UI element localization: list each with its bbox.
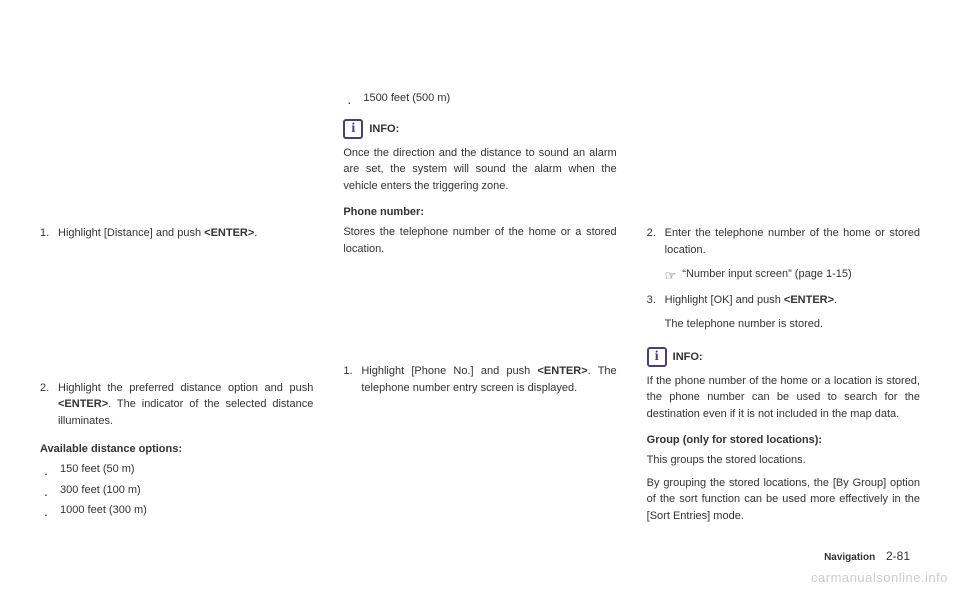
step-number: 3. (647, 292, 665, 309)
footer-section: Navigation (824, 552, 875, 563)
image-placeholder (40, 250, 313, 380)
step-text: Enter the telephone number of the home o… (665, 225, 920, 258)
info-icon: i (647, 347, 667, 367)
column-right: 2. Enter the telephone number of the hom… (647, 30, 920, 540)
text-pre: Highlight [Distance] and push (58, 227, 204, 239)
phone-paragraph: Stores the telephone number of the home … (343, 224, 616, 257)
step-text: Highlight [OK] and push <ENTER>. (665, 292, 920, 309)
info-block: i INFO: (343, 119, 616, 139)
option-text: 1000 feet (300 m) (60, 502, 147, 519)
bullet-icon: . (44, 482, 60, 499)
watermark: carmanualsonline.info (811, 570, 948, 585)
info-label: INFO: (369, 123, 399, 135)
info-block: i INFO: (647, 347, 920, 367)
step-3-ok: 3. Highlight [OK] and push <ENTER>. (647, 292, 920, 309)
distance-option-1500: . 1500 feet (500 m) (343, 90, 616, 107)
group-heading: Group (only for stored locations): (647, 434, 920, 446)
step-2-preferred-distance: 2. Highlight the preferred distance opti… (40, 380, 313, 430)
text-post: . (834, 294, 837, 306)
reference-text: “Number input screen” (page 1-15) (682, 266, 851, 283)
enter-key: <ENTER> (784, 294, 834, 306)
text-post: . (254, 227, 257, 239)
distance-options-heading: Available distance options: (40, 443, 313, 455)
enter-key: <ENTER> (58, 398, 108, 410)
option-text: 150 feet (50 m) (60, 461, 135, 478)
text-pre: Highlight [Phone No.] and push (361, 365, 537, 377)
bullet-icon: . (44, 502, 60, 519)
manual-page: 1. Highlight [Distance] and push <ENTER>… (40, 30, 920, 540)
pointing-hand-icon: ☞ (665, 266, 677, 286)
column-left: 1. Highlight [Distance] and push <ENTER>… (40, 30, 313, 540)
info-label: INFO: (673, 351, 703, 363)
step-number: 1. (343, 363, 361, 396)
bullet-icon: . (44, 461, 60, 478)
info-icon: i (343, 119, 363, 139)
step-2-enter-phone: 2. Enter the telephone number of the hom… (647, 225, 920, 258)
option-text: 1500 feet (500 m) (363, 90, 450, 107)
page-footer: Navigation 2-81 (824, 549, 910, 563)
text-pre: Highlight the preferred distance option … (58, 382, 313, 394)
step-number: 2. (40, 380, 58, 430)
text-pre: Highlight [OK] and push (665, 294, 784, 306)
step-text: Highlight the preferred distance option … (58, 380, 313, 430)
distance-option-300: . 300 feet (100 m) (40, 482, 313, 499)
group-paragraph-1: This groups the stored locations. (647, 452, 920, 469)
footer-page-number: 2-81 (886, 549, 910, 563)
bullet-icon: . (347, 90, 363, 107)
step-1-phone-no: 1. Highlight [Phone No.] and push <ENTER… (343, 363, 616, 396)
step-number: 1. (40, 225, 58, 242)
distance-option-1000: . 1000 feet (300 m) (40, 502, 313, 519)
info-paragraph: If the phone number of the home or a loc… (647, 373, 920, 423)
step-text: Highlight [Distance] and push <ENTER>. (58, 225, 313, 242)
distance-option-150: . 150 feet (50 m) (40, 461, 313, 478)
info-paragraph: Once the direction and the distance to s… (343, 145, 616, 195)
step-number: 2. (647, 225, 665, 258)
stored-paragraph: The telephone number is stored. (647, 316, 920, 333)
image-placeholder (343, 263, 616, 363)
enter-key: <ENTER> (204, 227, 254, 239)
step-1-distance: 1. Highlight [Distance] and push <ENTER>… (40, 225, 313, 242)
reference-line: ☞ “Number input screen” (page 1-15) (647, 266, 920, 286)
step-text: Highlight [Phone No.] and push <ENTER>. … (361, 363, 616, 396)
group-paragraph-2: By grouping the stored locations, the [B… (647, 475, 920, 525)
option-text: 300 feet (100 m) (60, 482, 141, 499)
enter-key: <ENTER> (537, 365, 587, 377)
phone-number-heading: Phone number: (343, 206, 616, 218)
column-middle: . 1500 feet (500 m) i INFO: Once the dir… (343, 30, 616, 540)
